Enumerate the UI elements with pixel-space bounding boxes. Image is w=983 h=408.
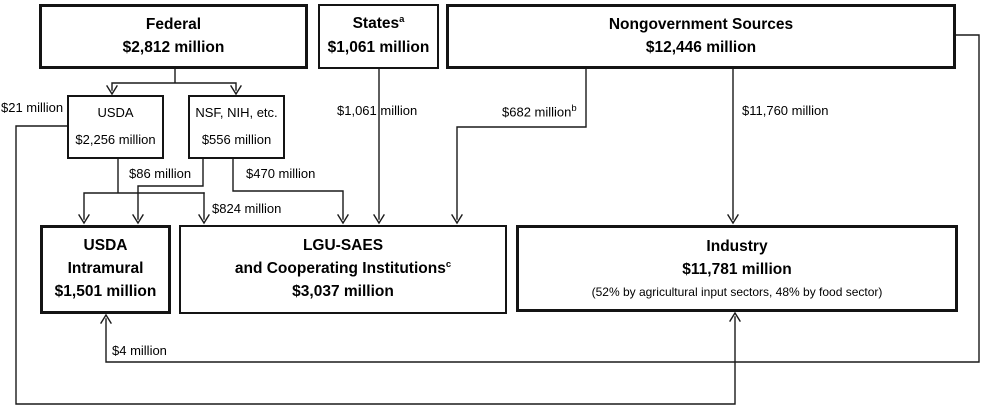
footnote-marker-a: a (399, 14, 405, 26)
arrowhead-down-icon (451, 214, 463, 225)
node-nsf-amount: $556 million (201, 132, 272, 147)
flow-label-nongovernment-to-lgu: $682 millionb (502, 103, 577, 119)
flow-label-states-to-lgu: $1,061 million (337, 103, 418, 118)
node-industry-title: Industry (706, 238, 768, 256)
arrowhead-up-icon (729, 311, 741, 322)
node-nongovernment-title: Nongovernment Sources (608, 15, 794, 33)
arrowhead-down-icon (727, 214, 739, 225)
node-federal: Federal $2,812 million (39, 4, 308, 69)
edge-federal-to-usda-nsf (106, 67, 242, 96)
edge-states-to-lgu-saes (373, 67, 385, 225)
node-nsf-title: NSF, NIH, etc. (195, 105, 278, 121)
node-federal-amount: $2,812 million (122, 38, 225, 56)
node-lgu-amount: $3,037 million (292, 283, 394, 301)
node-federal-title: Federal (145, 15, 202, 33)
footnote-marker-c: c (445, 258, 452, 270)
arrowhead-down-icon (337, 214, 349, 225)
edge-nongovernment-to-lgu-saes (451, 68, 587, 225)
node-lgu-title-2-text: and Cooperating Institutions (234, 260, 446, 278)
node-usda-title: USDA (97, 105, 134, 121)
node-nongovernment-sources: Nongovernment Sources $12,446 million (446, 4, 956, 69)
node-states-amount: $1,061 million (327, 38, 430, 56)
flow-label-nsf-to-lgu: $470 million (246, 166, 316, 181)
arrowhead-down-icon (198, 214, 210, 225)
footnote-marker-b: b (571, 103, 577, 114)
flow-label-usda-to-lgu: $824 million (212, 201, 282, 216)
node-lgu-title-1: LGU-SAES (302, 237, 384, 255)
node-nongovernment-amount: $12,446 million (645, 38, 757, 56)
edge-nongovernment-to-usda-intramural (100, 34, 980, 363)
arrowhead-down-icon (78, 214, 90, 225)
node-lgu-title-2: and Cooperating Institutionsc (235, 258, 451, 281)
node-states-title-text: States (352, 15, 400, 33)
node-usda-intramural-title-2: Intramural (67, 260, 144, 278)
flow-label-nongovernment-to-lgu-text: $682 million (502, 104, 572, 120)
node-usda: USDA $2,256 million (67, 95, 164, 159)
node-states-title: Statesa (353, 13, 405, 36)
node-lgu-saes: LGU-SAES and Cooperating Institutionsc $… (179, 225, 507, 314)
node-usda-intramural-amount: $1,501 million (54, 282, 157, 300)
node-usda-intramural: USDA Intramural $1,501 million (40, 225, 171, 314)
node-usda-amount: $2,256 million (75, 132, 156, 147)
flow-label-nongovernment-to-industry: $11,760 million (742, 103, 829, 118)
arrowhead-up-icon (100, 313, 112, 324)
node-industry-amount: $11,781 million (682, 261, 792, 279)
arrowhead-down-icon (230, 85, 242, 96)
edge-usda-to-industry (15, 125, 741, 405)
edge-usda-to-usda-intramural (78, 157, 205, 225)
edge-usda-to-lgu-saes (198, 192, 210, 225)
arrowhead-down-icon (373, 214, 385, 225)
arrowhead-down-icon (132, 214, 144, 225)
edge-nsf-to-usda-intramural (132, 157, 204, 225)
node-industry-note: (52% by agricultural input sectors, 48% … (591, 285, 883, 300)
node-nsf-nih: NSF, NIH, etc. $556 million (188, 95, 285, 159)
edge-nsf-to-lgu-saes (232, 157, 349, 225)
flow-label-usda-to-industry: $21 million (1, 100, 64, 115)
node-industry: Industry $11,781 million (52% by agricul… (516, 225, 958, 312)
arrowhead-down-icon (106, 85, 118, 96)
edge-nongovernment-to-industry (727, 68, 739, 225)
node-states: Statesa $1,061 million (318, 4, 439, 69)
flow-label-nongovernment-to-usda-intramural: $4 million (112, 343, 167, 358)
flow-label-nsf-to-usda-intramural: $86 million (129, 166, 192, 181)
node-usda-intramural-title-1: USDA (83, 237, 128, 255)
